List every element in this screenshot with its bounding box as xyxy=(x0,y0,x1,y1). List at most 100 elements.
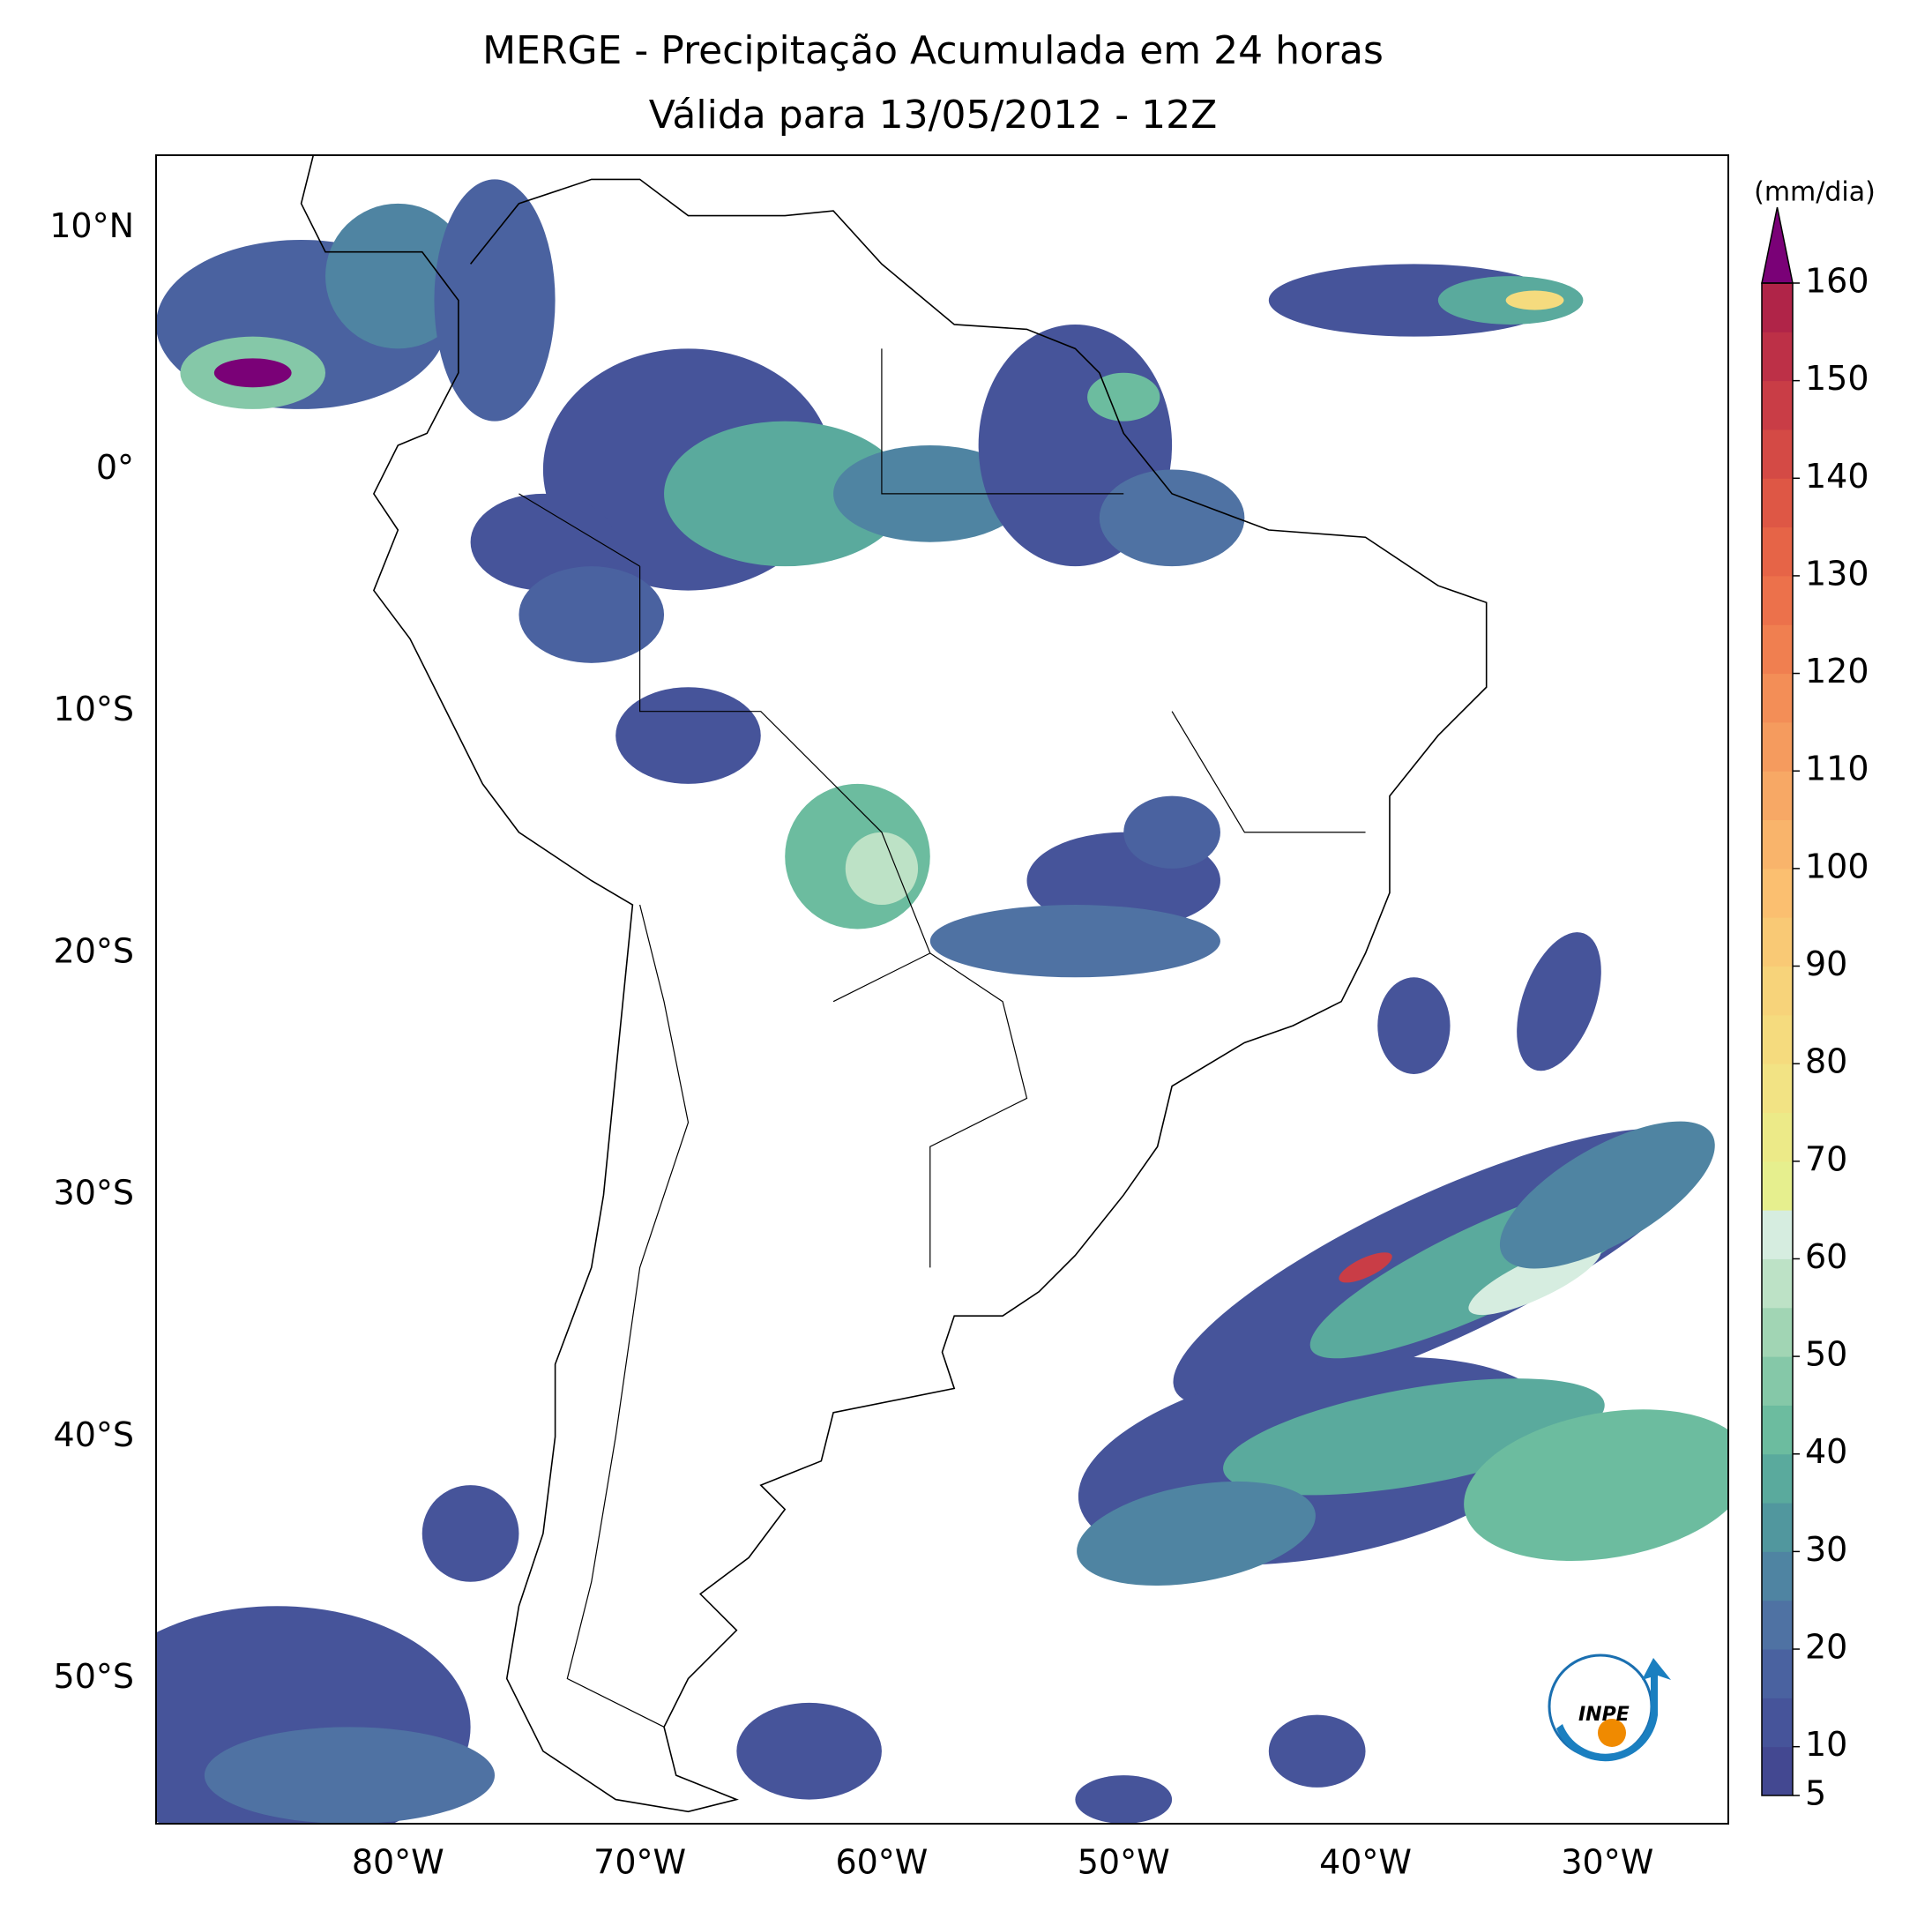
precipitation-field xyxy=(156,179,1728,1824)
rain-area xyxy=(929,905,1220,978)
colorbar-segment xyxy=(1762,917,1793,967)
colorbar-tick-label: 120 xyxy=(1805,652,1869,690)
border-path xyxy=(566,904,690,1728)
rain-area xyxy=(615,687,761,784)
rain-area xyxy=(1377,977,1451,1074)
colorbar-segment xyxy=(1762,1112,1793,1162)
colorbar-segment xyxy=(1762,624,1793,675)
rain-area xyxy=(1077,1481,1316,1586)
rain-area xyxy=(1075,1775,1173,1824)
logo-swoosh xyxy=(1556,1658,1671,1762)
colorbar-tick-label: 30 xyxy=(1805,1530,1847,1569)
lon-tick-label: 40°W xyxy=(1319,1843,1412,1882)
rain-area xyxy=(1464,1409,1728,1562)
colorbar-segment xyxy=(1762,1600,1793,1650)
colorbar-segment xyxy=(1762,966,1793,1016)
colorbar-tick-label: 5 xyxy=(1805,1774,1826,1813)
rain-area xyxy=(664,421,906,567)
colorbar-tick-label: 60 xyxy=(1805,1237,1847,1276)
lat-tick-label: 50°S xyxy=(54,1657,134,1696)
colorbar-segment xyxy=(1762,1503,1793,1552)
colorbar-segment xyxy=(1762,526,1793,577)
colorbar-segment xyxy=(1762,478,1793,528)
colorbar-segment xyxy=(1762,380,1793,430)
colorbar-segment xyxy=(1762,1356,1793,1406)
colorbar-segment xyxy=(1762,429,1793,479)
lat-tick-label: 30°S xyxy=(54,1174,134,1213)
rain-area xyxy=(434,179,556,422)
rain-area xyxy=(518,566,665,663)
rain-area xyxy=(1223,1378,1605,1496)
coastline-path xyxy=(300,155,1488,1813)
lon-tick-label: 30°W xyxy=(1561,1843,1653,1882)
colorbar-segment xyxy=(1762,1698,1793,1748)
colorbar-segment xyxy=(1762,283,1793,332)
colorbar-tick-label: 110 xyxy=(1805,750,1869,788)
colorbar-segment xyxy=(1762,1161,1793,1211)
colorbar-segment xyxy=(1762,868,1793,918)
border-path xyxy=(832,952,931,1003)
rain-area xyxy=(1339,1252,1392,1283)
colorbar-tick-label: 70 xyxy=(1805,1139,1847,1178)
rain-area xyxy=(845,832,919,906)
lat-tick-label: 40°S xyxy=(54,1415,134,1454)
colorbar-segment xyxy=(1762,575,1793,625)
colorbar-segment xyxy=(1762,1551,1793,1601)
rain-area xyxy=(421,1485,519,1582)
lat-tick-label: 20°S xyxy=(54,931,134,970)
colorbar-segment xyxy=(1762,1210,1793,1259)
logo: INPE xyxy=(1548,1653,1671,1762)
logo-dot xyxy=(1598,1719,1626,1747)
colorbar-segment xyxy=(1762,332,1793,382)
colorbar-tick-label: 40 xyxy=(1805,1432,1847,1471)
colorbar-segment xyxy=(1762,1258,1793,1309)
colorbar-tick-label: 80 xyxy=(1805,1042,1847,1081)
rain-area xyxy=(1123,795,1220,869)
title: MERGE - Precipitação Acumulada em 24 hor… xyxy=(482,28,1384,73)
colorbar-segment xyxy=(1762,1453,1793,1504)
rain-area xyxy=(736,1702,882,1800)
rain-area xyxy=(470,493,616,591)
lat-tick-label: 10°S xyxy=(54,690,134,728)
lon-tick-label: 80°W xyxy=(352,1843,444,1882)
colorbar-segment xyxy=(1762,1746,1793,1796)
colorbar-segment xyxy=(1762,1649,1793,1698)
colorbar-tick-label: 140 xyxy=(1805,457,1869,496)
rain-area xyxy=(1499,1121,1715,1269)
colorbar-segment xyxy=(1762,721,1793,772)
rain-area xyxy=(1268,1714,1366,1788)
lon-tick-label: 60°W xyxy=(835,1843,928,1882)
colorbar-extend xyxy=(1761,206,1794,284)
colorbar-tick-label: 150 xyxy=(1805,359,1869,398)
rain-area xyxy=(325,203,471,349)
colorbar-segment xyxy=(1762,673,1793,723)
colorbar-tick-label: 100 xyxy=(1805,847,1869,885)
rain-area xyxy=(1505,290,1564,310)
colorbar-segment xyxy=(1762,1064,1793,1113)
colorbar-tick-label: 50 xyxy=(1805,1335,1847,1374)
colorbar-segment xyxy=(1762,771,1793,821)
rain-area xyxy=(213,358,292,388)
coastline xyxy=(300,155,1488,1813)
map-frame xyxy=(155,154,1729,1825)
lon-tick-label: 70°W xyxy=(593,1843,686,1882)
colorbar-tick-label: 10 xyxy=(1805,1725,1847,1764)
subtitle: Válida para 13/05/2012 - 12Z xyxy=(649,93,1218,138)
colorbar-unit: (mm/dia) xyxy=(1754,177,1876,208)
colorbar-segment xyxy=(1762,1405,1793,1455)
colorbar-segment xyxy=(1762,819,1793,870)
border-path xyxy=(518,493,640,567)
border-path xyxy=(1171,711,1366,833)
rain-area xyxy=(1087,372,1160,422)
border-path xyxy=(881,348,1124,495)
logo-text: INPE xyxy=(1578,1704,1630,1726)
colorbar-tick-label: 90 xyxy=(1805,944,1847,983)
lat-tick-label: 10°N xyxy=(49,206,134,245)
rain-area xyxy=(1517,932,1601,1071)
rain-area xyxy=(1099,469,1245,567)
colorbar-tick-label: 130 xyxy=(1805,554,1869,593)
lat-tick-label: 0° xyxy=(96,448,134,487)
lon-tick-label: 50°W xyxy=(1078,1843,1170,1882)
colorbar-tick-label: 20 xyxy=(1805,1628,1847,1667)
